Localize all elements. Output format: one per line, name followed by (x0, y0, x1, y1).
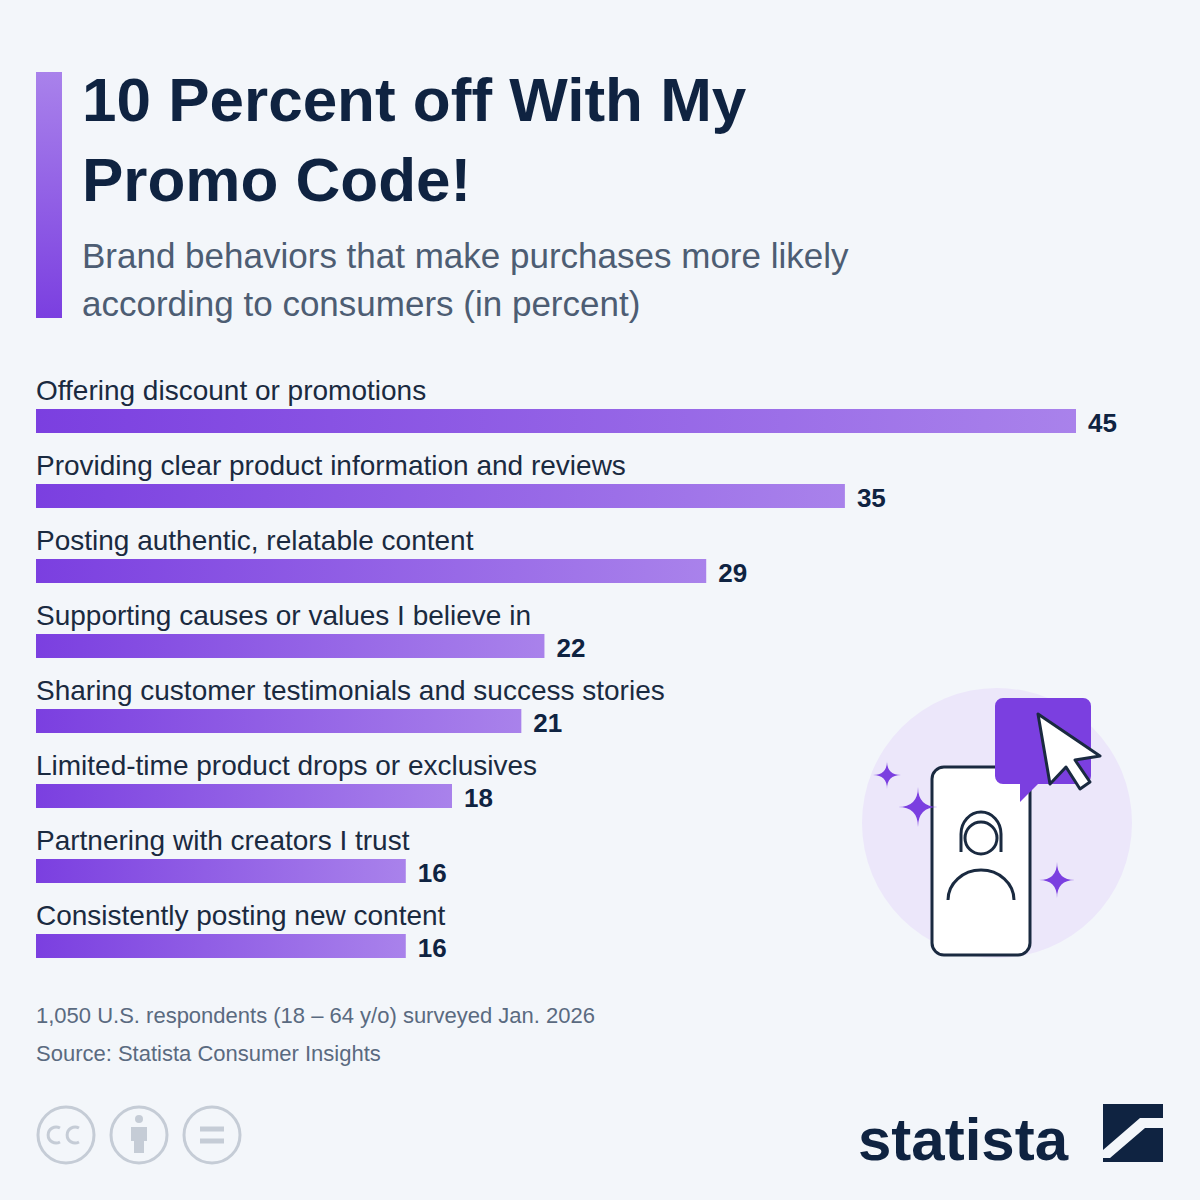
category-label: Sharing customer testimonials and succes… (36, 675, 665, 706)
logo-icon (1103, 1104, 1163, 1162)
title: 10 Percent off With My Promo Code! (82, 60, 782, 220)
licence-circle (111, 1107, 167, 1163)
category-label: Providing clear product information and … (36, 450, 626, 481)
bar (36, 559, 706, 583)
licence-circle (184, 1107, 240, 1163)
data-label: 16 (418, 858, 447, 888)
title-accent (36, 72, 62, 318)
logo-text: statista (858, 1106, 1069, 1173)
logo-square (1103, 1104, 1163, 1162)
data-label: 16 (418, 933, 447, 963)
data-label: 18 (464, 783, 493, 813)
bar (36, 484, 845, 508)
by-body (131, 1127, 147, 1153)
category-label: Consistently posting new content (36, 900, 446, 931)
sparkle (1039, 862, 1075, 898)
data-label: 21 (533, 708, 562, 738)
phone (932, 767, 1030, 955)
sparkle (898, 787, 938, 827)
cc-glyph (48, 1127, 79, 1143)
category-label: Offering discount or promotions (36, 375, 426, 406)
cursor (1038, 714, 1100, 789)
bar (36, 859, 406, 883)
category-label: Limited-time product drops or exclusives (36, 750, 537, 781)
person-head (965, 822, 997, 854)
bar (36, 634, 544, 658)
category-label: Posting authentic, relatable content (36, 525, 474, 556)
labels: Offering discount or promotions 45 Providi… (36, 375, 1117, 963)
logo-stripe (1103, 1118, 1163, 1158)
data-label: 45 (1088, 408, 1117, 438)
licence-circle (38, 1107, 94, 1163)
source: Source: Statista Consumer Insights (36, 1041, 381, 1066)
bar (36, 409, 1076, 433)
footnote: 1,050 U.S. respondents (18 – 64 y/o) sur… (36, 1003, 595, 1028)
by-head (135, 1115, 143, 1123)
person-body (948, 870, 1014, 900)
sparkle (873, 761, 901, 789)
category-label: Supporting causes or values I believe in (36, 600, 531, 631)
bar (36, 784, 452, 808)
data-label: 22 (556, 633, 585, 663)
bar (36, 934, 406, 958)
data-label: 35 (857, 483, 886, 513)
data-label: 29 (718, 558, 747, 588)
subtitle: Brand behaviors that make purchases more… (82, 232, 912, 328)
category-label: Partnering with creators I trust (36, 825, 410, 856)
illustration (862, 688, 1132, 958)
person-hair (961, 812, 1001, 852)
licence-icons (38, 1107, 240, 1163)
bar (36, 709, 521, 733)
chart: Offering discount or promotions 45 Providi… (0, 0, 1200, 1200)
illustration-bg (862, 688, 1132, 958)
nd-glyph (200, 1129, 224, 1141)
